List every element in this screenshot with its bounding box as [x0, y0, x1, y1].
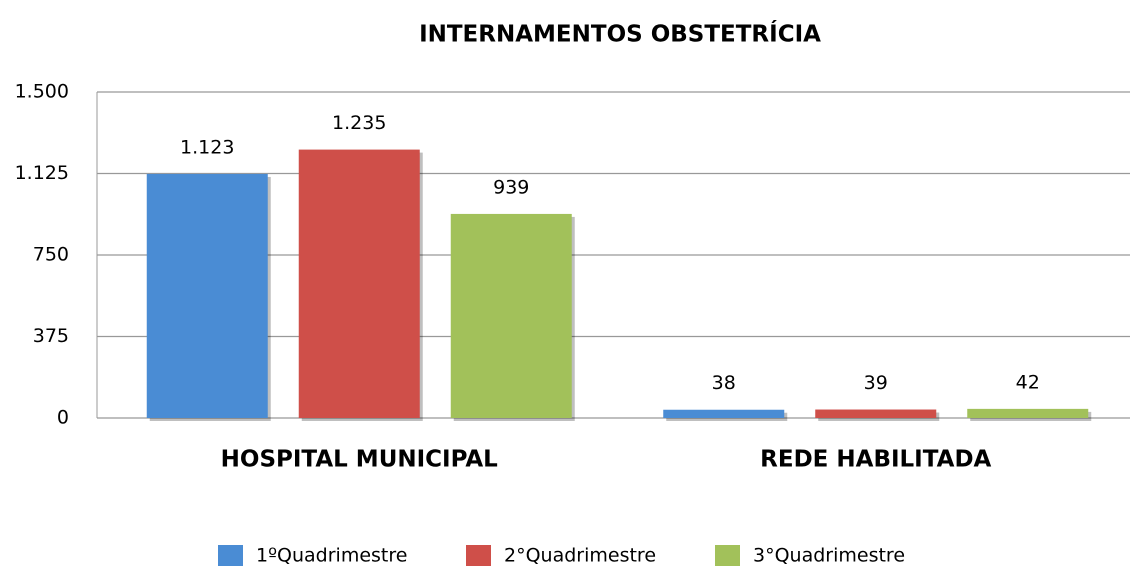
y-tick-label: 375	[33, 325, 69, 347]
bar	[815, 409, 937, 418]
legend-swatch	[218, 545, 243, 566]
value-label: 1.235	[332, 112, 386, 134]
y-tick-label: 0	[57, 407, 69, 429]
value-label: 42	[1016, 371, 1040, 393]
bar	[663, 409, 785, 418]
x-tick-label: REDE HABILITADA	[760, 447, 991, 473]
bar	[450, 213, 572, 418]
bar	[967, 408, 1089, 418]
y-tick-label: 1.125	[15, 162, 69, 184]
legend-label: 1ºQuadrimestre	[256, 545, 407, 567]
value-label: 1.123	[180, 136, 234, 158]
bar	[298, 149, 420, 419]
y-tick-label: 750	[33, 244, 69, 266]
legend-swatch	[466, 545, 491, 566]
chart-title: INTERNAMENTOS OBSTETRÍCIA	[419, 20, 821, 48]
value-label: 39	[864, 372, 888, 394]
y-tick-label: 1.500	[15, 81, 69, 103]
value-label: 38	[712, 372, 736, 394]
legend-label: 3°Quadrimestre	[753, 545, 905, 567]
bar	[146, 173, 268, 418]
value-label: 939	[493, 176, 529, 198]
legend-label: 2°Quadrimestre	[504, 545, 656, 567]
legend-swatch	[715, 545, 740, 566]
x-tick-label: HOSPITAL MUNICIPAL	[221, 447, 499, 473]
